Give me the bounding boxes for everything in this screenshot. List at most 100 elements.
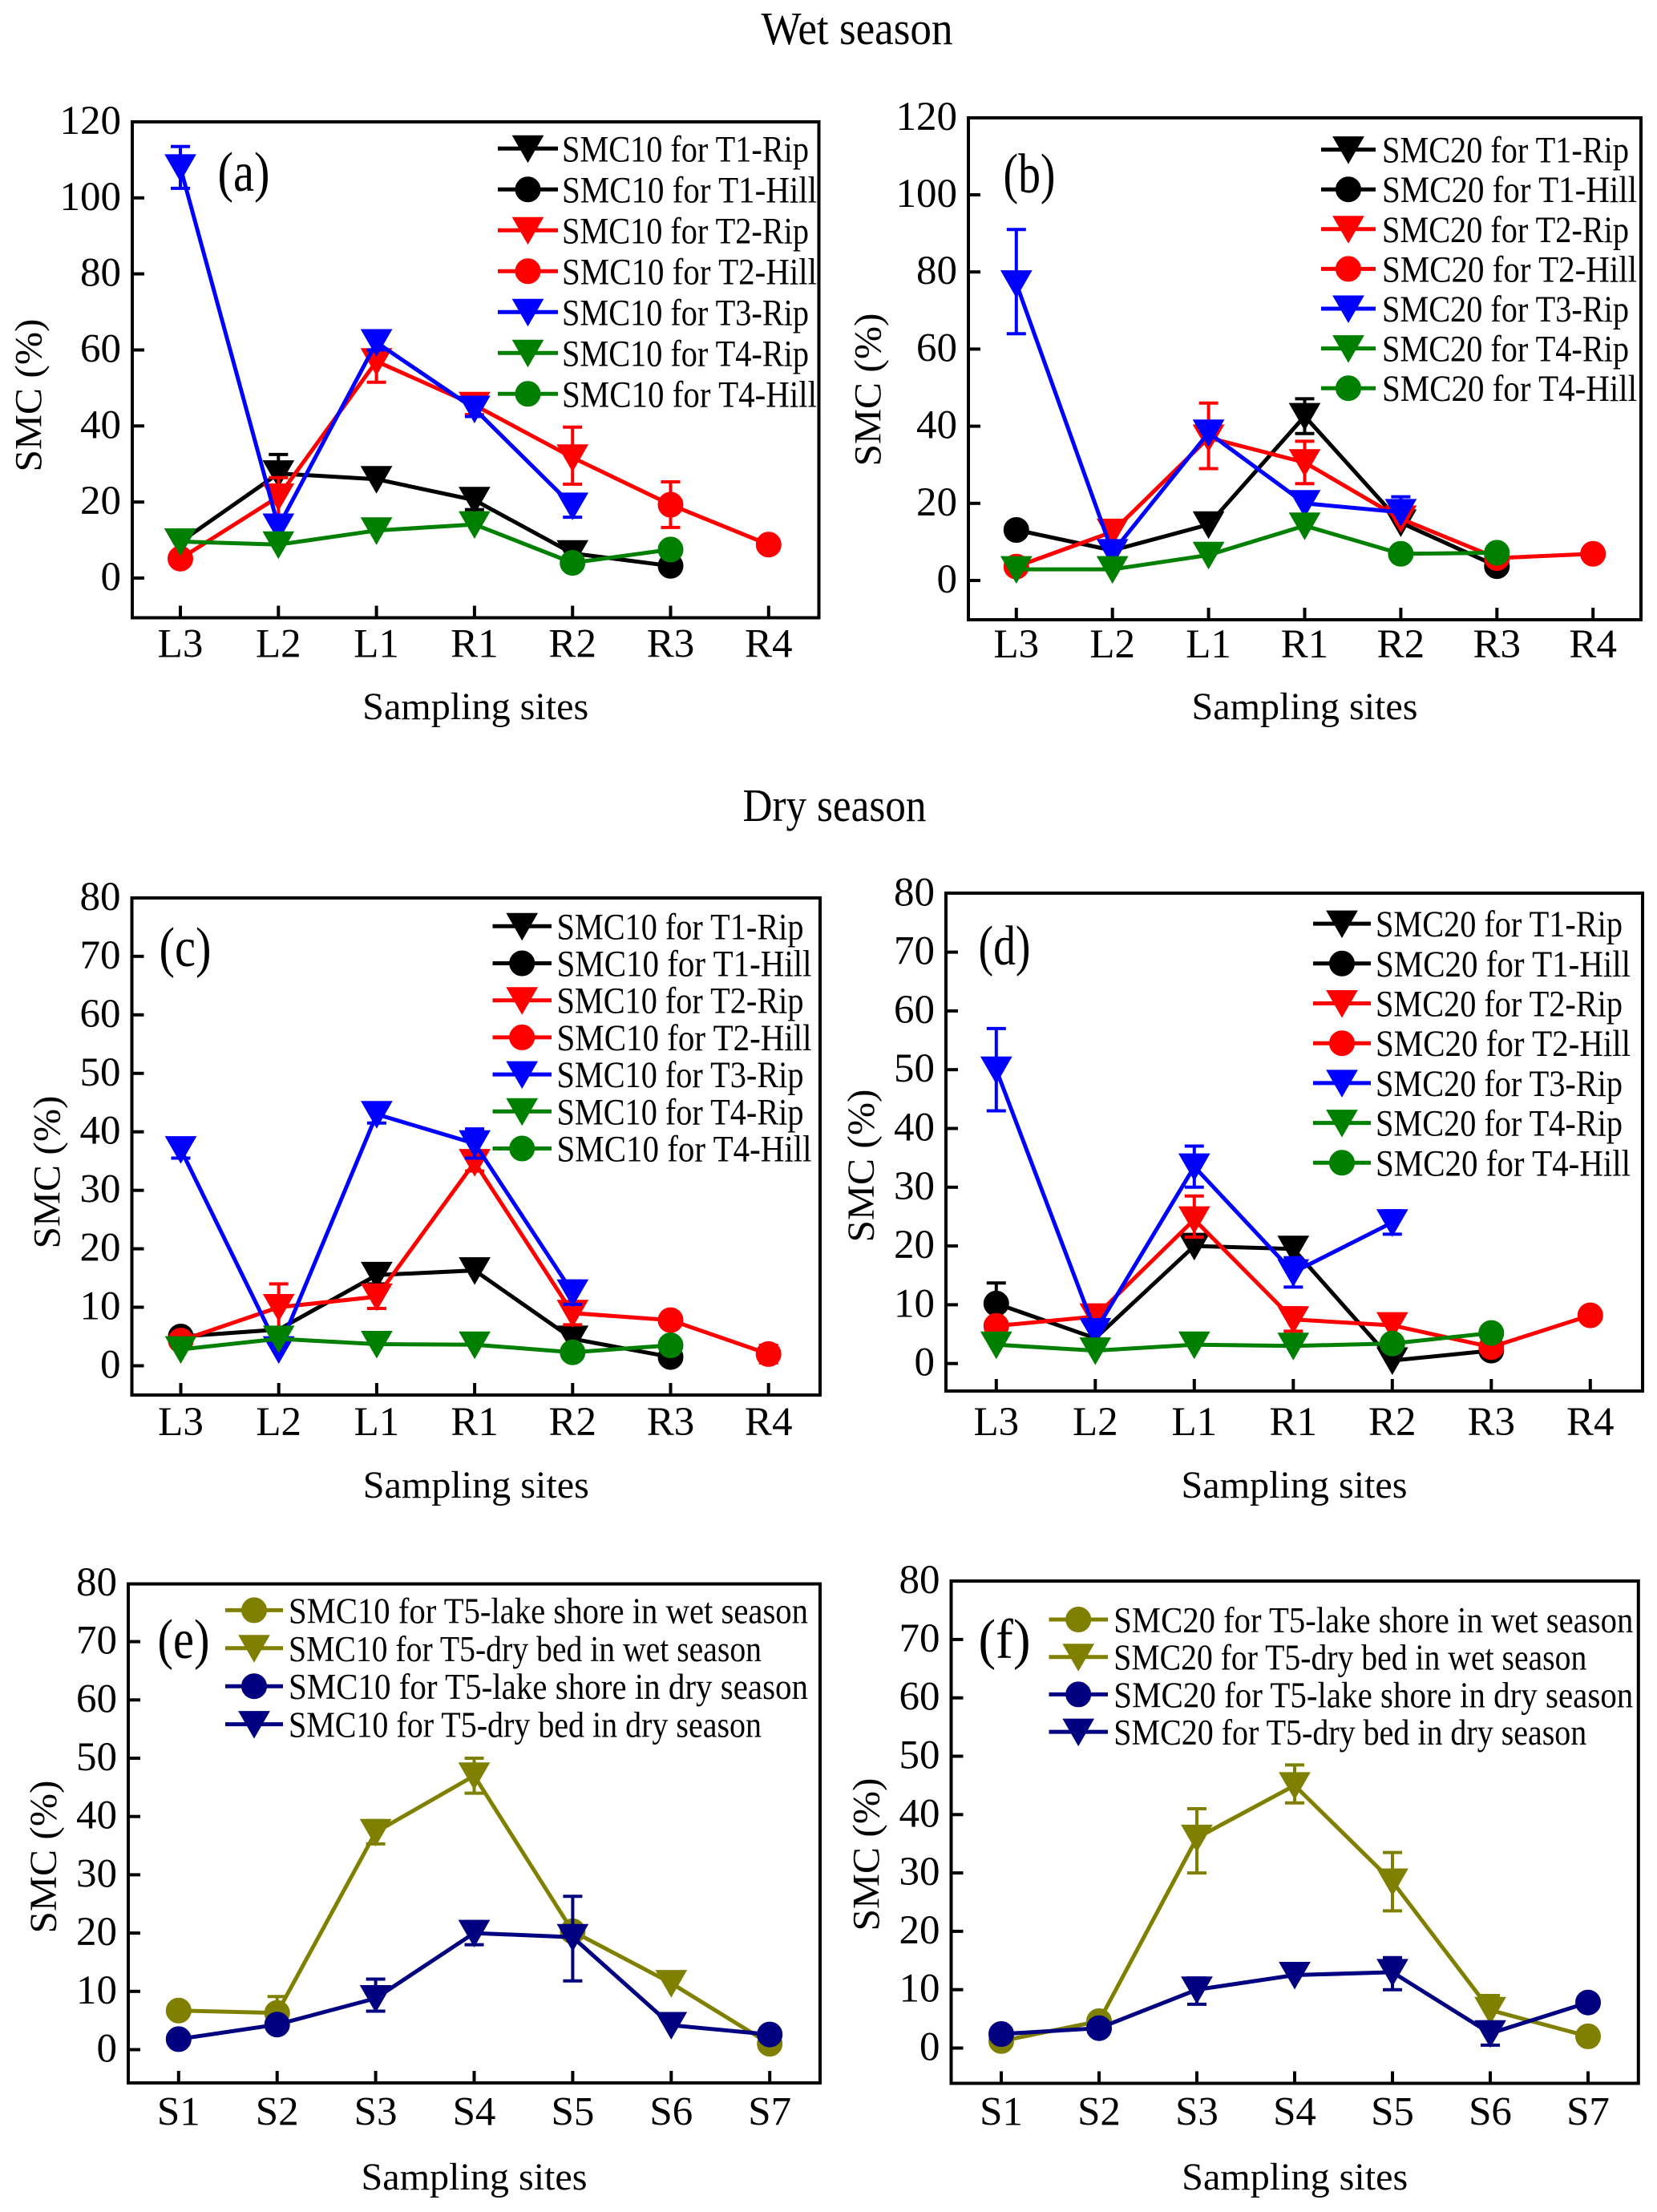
svg-text:SMC20 for T1-Hill: SMC20 for T1-Hill <box>1382 169 1637 211</box>
svg-text:L1: L1 <box>354 622 399 667</box>
svg-text:SMC20 for T2-Rip: SMC20 for T2-Rip <box>1376 984 1623 1025</box>
svg-text:L2: L2 <box>1073 1400 1118 1445</box>
svg-text:R4: R4 <box>745 1400 793 1445</box>
svg-text:R1: R1 <box>451 1400 499 1445</box>
svg-text:R4: R4 <box>1569 622 1617 667</box>
svg-text:R1: R1 <box>1270 1400 1318 1445</box>
svg-text:L1: L1 <box>1186 622 1231 667</box>
svg-text:70: 70 <box>76 1619 117 1664</box>
svg-text:R3: R3 <box>1468 1400 1516 1445</box>
svg-text:40: 40 <box>894 1106 935 1150</box>
svg-text:SMC20 for T5-dry bed in dry se: SMC20 for T5-dry bed in dry season <box>1113 1713 1586 1753</box>
svg-text:0: 0 <box>937 557 958 602</box>
svg-text:SMC (%): SMC (%) <box>840 1090 883 1243</box>
svg-text:SMC10 for T2-Rip: SMC10 for T2-Rip <box>557 981 804 1022</box>
svg-text:Sampling sites: Sampling sites <box>362 685 588 728</box>
svg-text:80: 80 <box>899 1558 940 1603</box>
svg-text:R3: R3 <box>647 1400 695 1445</box>
svg-text:R1: R1 <box>1281 622 1329 667</box>
svg-text:80: 80 <box>80 875 121 920</box>
svg-text:S3: S3 <box>1175 2090 1219 2135</box>
svg-text:SMC20 for T2-Hill: SMC20 for T2-Hill <box>1382 249 1637 290</box>
svg-text:S4: S4 <box>1273 2090 1316 2135</box>
svg-text:(e): (e) <box>158 1609 210 1671</box>
svg-text:S2: S2 <box>1077 2090 1121 2135</box>
svg-text:80: 80 <box>76 1560 117 1605</box>
svg-text:S5: S5 <box>551 2090 594 2135</box>
svg-text:S3: S3 <box>354 2090 398 2135</box>
svg-text:SMC10 for T4-Hill: SMC10 for T4-Hill <box>562 374 817 415</box>
svg-text:60: 60 <box>894 988 935 1033</box>
svg-text:100: 100 <box>60 175 122 220</box>
svg-text:30: 30 <box>899 1850 940 1895</box>
svg-text:SMC (%): SMC (%) <box>7 319 50 472</box>
svg-text:80: 80 <box>80 251 121 296</box>
svg-text:40: 40 <box>80 402 121 447</box>
svg-text:Sampling sites: Sampling sites <box>363 1464 589 1506</box>
svg-text:60: 60 <box>899 1675 940 1720</box>
svg-text:40: 40 <box>916 403 957 448</box>
svg-text:SMC20 for T1-Rip: SMC20 for T1-Rip <box>1382 130 1629 172</box>
svg-text:20: 20 <box>916 480 957 525</box>
svg-text:10: 10 <box>894 1281 935 1326</box>
svg-text:20: 20 <box>894 1223 935 1268</box>
svg-text:(d): (d) <box>979 916 1031 977</box>
svg-text:L2: L2 <box>1089 622 1135 667</box>
svg-text:60: 60 <box>80 992 121 1037</box>
svg-text:L3: L3 <box>973 1400 1019 1445</box>
svg-text:10: 10 <box>76 1968 117 2013</box>
svg-text:R2: R2 <box>1377 622 1425 667</box>
svg-text:SMC20 for T1-Rip: SMC20 for T1-Rip <box>1376 904 1623 945</box>
svg-text:SMC10 for T5-dry bed in dry se: SMC10 for T5-dry bed in dry season <box>289 1705 762 1745</box>
svg-text:R3: R3 <box>647 622 695 667</box>
svg-text:SMC10 for T5-lake shore in dry: SMC10 for T5-lake shore in dry season <box>289 1667 808 1707</box>
svg-text:50: 50 <box>894 1046 935 1091</box>
svg-text:(a): (a) <box>218 142 270 204</box>
svg-text:SMC (%): SMC (%) <box>847 313 890 467</box>
svg-text:60: 60 <box>76 1676 117 1721</box>
svg-text:SMC10 for T1-Hill: SMC10 for T1-Hill <box>562 169 817 211</box>
svg-text:SMC20 for T2-Hill: SMC20 for T2-Hill <box>1376 1023 1631 1065</box>
svg-text:L3: L3 <box>158 1400 204 1445</box>
svg-text:S4: S4 <box>453 2090 496 2135</box>
svg-text:SMC20 for T4-Hill: SMC20 for T4-Hill <box>1382 368 1637 410</box>
svg-text:50: 50 <box>899 1733 940 1778</box>
svg-text:L1: L1 <box>354 1400 400 1445</box>
svg-text:70: 70 <box>894 929 935 974</box>
svg-text:S6: S6 <box>1469 2090 1512 2135</box>
svg-text:100: 100 <box>896 172 958 216</box>
svg-text:30: 30 <box>80 1167 121 1212</box>
svg-text:SMC10 for T1-Rip: SMC10 for T1-Rip <box>562 128 809 170</box>
svg-text:S7: S7 <box>1566 2090 1610 2135</box>
svg-text:SMC10 for T2-Hill: SMC10 for T2-Hill <box>562 251 817 293</box>
svg-text:S2: S2 <box>256 2090 299 2135</box>
svg-text:S5: S5 <box>1371 2090 1414 2135</box>
svg-text:SMC10 for T4-Hill: SMC10 for T4-Hill <box>557 1129 812 1171</box>
svg-text:SMC10 for T1-Hill: SMC10 for T1-Hill <box>557 944 812 985</box>
svg-text:R2: R2 <box>548 622 596 667</box>
svg-text:10: 10 <box>899 1967 940 2012</box>
svg-text:20: 20 <box>80 1226 121 1271</box>
svg-text:20: 20 <box>80 479 121 524</box>
svg-text:SMC20 for T3-Rip: SMC20 for T3-Rip <box>1382 289 1629 330</box>
svg-text:30: 30 <box>894 1164 935 1209</box>
svg-text:R2: R2 <box>1368 1400 1417 1445</box>
svg-text:SMC20 for T4-Rip: SMC20 for T4-Rip <box>1382 329 1629 370</box>
svg-text:50: 50 <box>80 1050 121 1095</box>
svg-text:SMC20 for T2-Rip: SMC20 for T2-Rip <box>1382 209 1629 251</box>
svg-text:SMC10 for T1-Rip: SMC10 for T1-Rip <box>557 906 804 948</box>
svg-text:SMC (%): SMC (%) <box>845 1778 887 1931</box>
svg-text:S6: S6 <box>649 2090 693 2135</box>
svg-text:120: 120 <box>896 95 958 140</box>
svg-text:30: 30 <box>76 1851 117 1896</box>
svg-text:Sampling sites: Sampling sites <box>1192 685 1418 728</box>
svg-text:70: 70 <box>80 933 121 978</box>
svg-text:SMC10 for T2-Hill: SMC10 for T2-Hill <box>557 1017 812 1059</box>
svg-text:Sampling sites: Sampling sites <box>362 2156 588 2198</box>
svg-text:SMC10 for T2-Rip: SMC10 for T2-Rip <box>562 210 809 252</box>
svg-text:SMC10 for T3-Rip: SMC10 for T3-Rip <box>562 292 809 334</box>
svg-text:40: 40 <box>899 1791 940 1836</box>
svg-text:(f): (f) <box>979 1609 1031 1671</box>
svg-text:S7: S7 <box>748 2090 791 2135</box>
svg-text:S1: S1 <box>157 2090 200 2135</box>
